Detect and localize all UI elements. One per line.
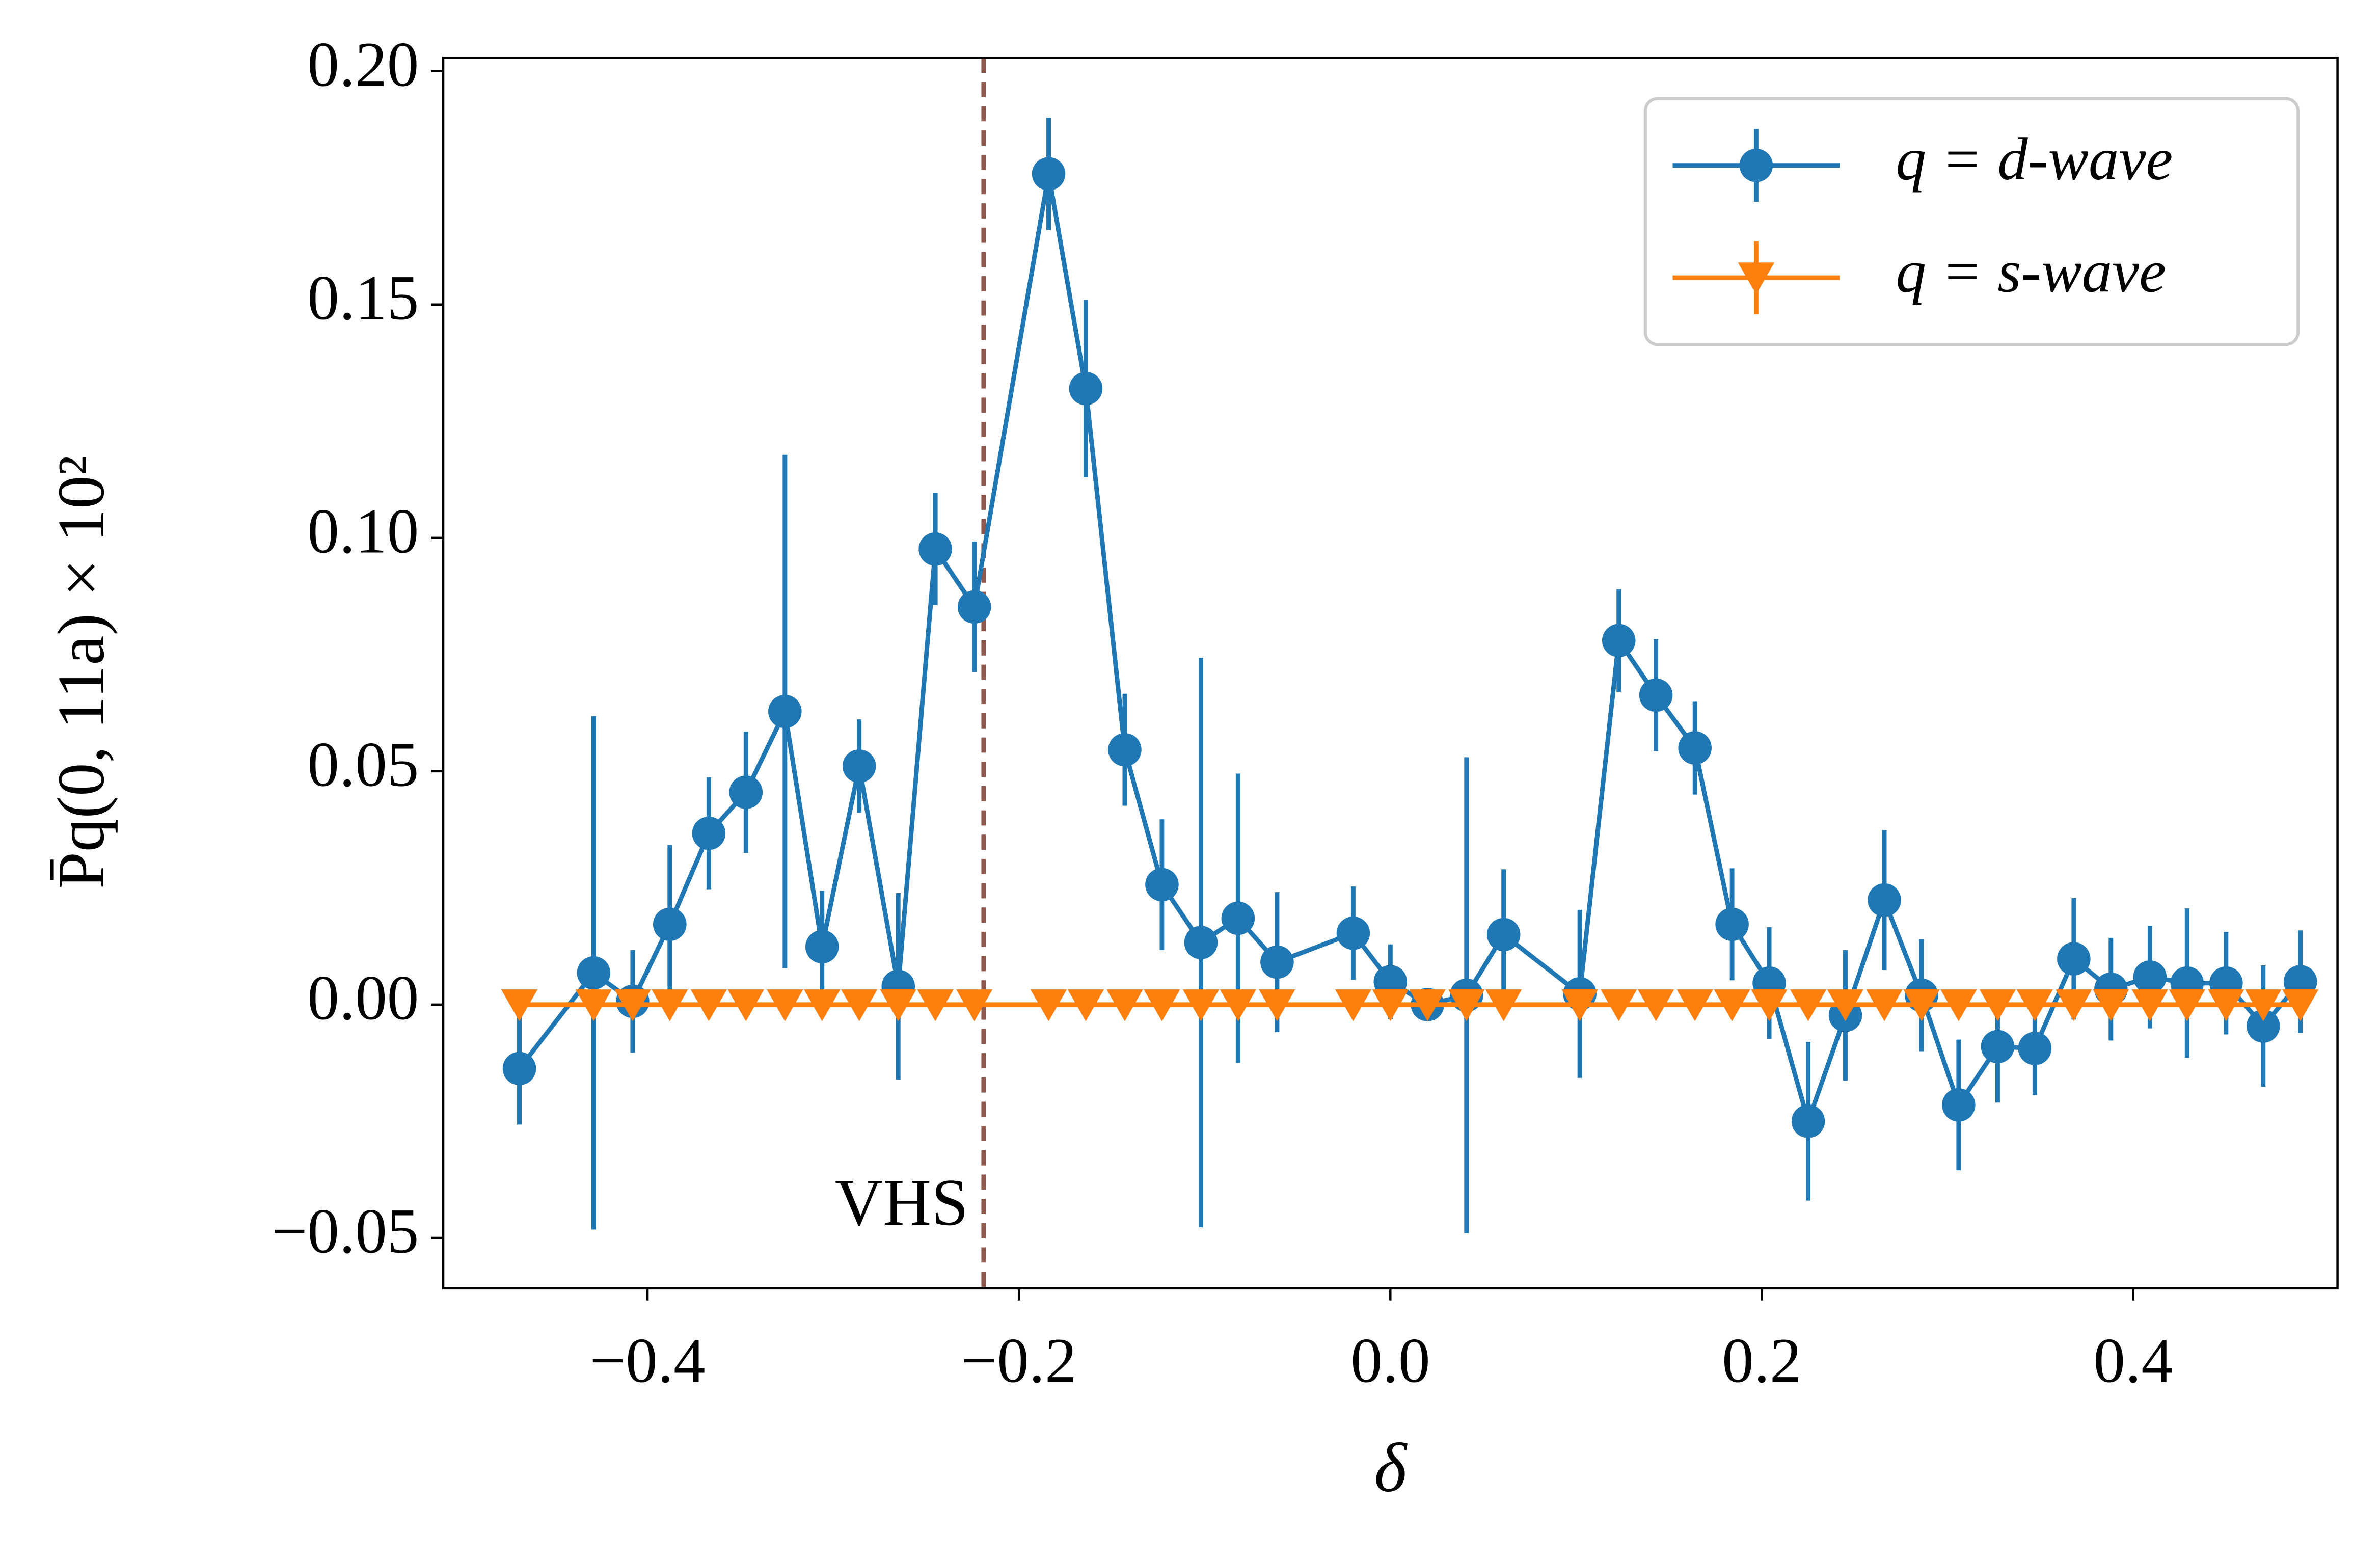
marker (653, 907, 687, 941)
marker (1220, 989, 1257, 1021)
x-tick-label: 0.0 (1350, 1326, 1430, 1396)
marker (1942, 1088, 1976, 1122)
marker (1032, 157, 1066, 191)
marker (1903, 989, 1940, 1021)
marker (1106, 989, 1143, 1021)
marker (841, 989, 878, 1021)
marker (575, 989, 612, 1021)
marker (805, 930, 839, 964)
marker (2169, 989, 2206, 1021)
vhs-label: VHS (835, 1166, 968, 1239)
axes-frame (442, 56, 2339, 1290)
x-tick-label: −0.4 (590, 1326, 706, 1396)
x-tick-label: 0.2 (1722, 1326, 1801, 1396)
marker (1979, 989, 2016, 1021)
marker (1790, 989, 1827, 1021)
marker (1184, 926, 1218, 959)
y-tick-label: 0.05 (307, 730, 419, 800)
marker (1561, 989, 1598, 1021)
legend-label: q = d-wave (1896, 125, 2173, 193)
marker (1260, 945, 1294, 979)
marker (614, 989, 651, 1021)
marker (1030, 989, 1067, 1021)
y-tick-label: 0.00 (307, 963, 419, 1034)
marker (1981, 1030, 2015, 1064)
marker (1108, 733, 1142, 767)
y-axis-label: P̄q(0, 11a) × 10² (44, 455, 118, 889)
marker (2282, 989, 2319, 1021)
x-axis-label: δ (1374, 1429, 1408, 1506)
legend-box (1643, 97, 2300, 346)
marker (2016, 989, 2053, 1021)
x-tick-label: 0.4 (2093, 1326, 2173, 1396)
marker (1715, 907, 1749, 941)
marker (690, 989, 727, 1021)
marker (1600, 989, 1637, 1021)
marker (917, 989, 954, 1021)
marker (2208, 989, 2244, 1021)
marker (880, 989, 916, 1021)
legend-label: q = s-wave (1896, 237, 2167, 305)
marker (2056, 989, 2092, 1021)
marker (1751, 989, 1788, 1021)
marker (803, 989, 841, 1021)
marker (956, 989, 993, 1021)
marker (918, 532, 952, 566)
marker (1069, 371, 1103, 406)
legend-marker (1738, 262, 1775, 294)
marker (2093, 989, 2129, 1021)
marker (692, 816, 726, 850)
marker (1336, 916, 1370, 950)
marker (2131, 989, 2169, 1021)
y-tick-label: 0.10 (307, 497, 419, 567)
legend-marker (1739, 148, 1773, 182)
marker (1678, 731, 1712, 765)
marker (957, 590, 991, 624)
marker (2246, 1009, 2280, 1043)
marker (1866, 989, 1903, 1021)
marker (1637, 989, 1674, 1021)
y-tick-label: −0.05 (272, 1197, 419, 1267)
marker (1676, 989, 1713, 1021)
marker (727, 989, 765, 1021)
marker (652, 989, 688, 1021)
marker (729, 775, 763, 809)
marker (842, 749, 876, 783)
marker (1372, 989, 1409, 1021)
marker (1791, 1104, 1825, 1138)
marker (502, 1052, 536, 1086)
marker (2057, 942, 2091, 976)
x-tick-label: −0.2 (961, 1326, 1077, 1396)
marker (2244, 989, 2282, 1021)
marker (1221, 901, 1255, 935)
marker (1182, 989, 1220, 1021)
marker (2133, 960, 2167, 994)
marker (768, 694, 802, 729)
marker (1448, 989, 1485, 1021)
marker (1827, 989, 1864, 1021)
marker (1639, 678, 1673, 712)
marker (1335, 989, 1372, 1021)
marker (1144, 989, 1180, 1021)
marker (1067, 989, 1104, 1021)
marker (1409, 989, 1446, 1021)
plot-area (501, 58, 2319, 1288)
marker (1485, 989, 1522, 1021)
y-tick-label: 0.20 (307, 30, 419, 100)
marker (1145, 868, 1179, 902)
marker (1602, 624, 1636, 658)
marker (1868, 883, 1901, 917)
marker (1940, 989, 1977, 1021)
marker (1259, 989, 1295, 1021)
y-tick-label: 0.15 (307, 263, 419, 334)
marker (577, 956, 611, 990)
marker (1714, 989, 1750, 1021)
marker (2018, 1032, 2052, 1065)
marker (767, 989, 803, 1021)
marker (1486, 918, 1521, 952)
marker (501, 989, 538, 1021)
